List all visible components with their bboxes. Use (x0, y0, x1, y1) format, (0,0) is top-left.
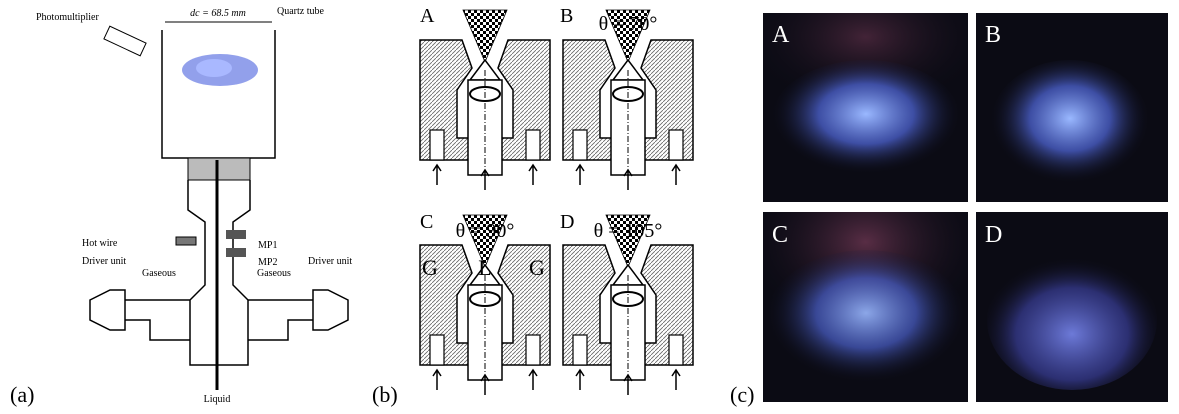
panel-label: (b) (372, 382, 398, 407)
injector-letter: B (560, 5, 573, 27)
mp2-sensor (226, 248, 246, 257)
driver-unit-left (90, 290, 125, 330)
injector-letter: A (420, 5, 435, 27)
label: Gaseous (257, 268, 291, 279)
injector-a (420, 10, 550, 190)
photo-letter: B (985, 22, 1001, 48)
panel-c: A B C D (c) (730, 13, 1168, 407)
driver-unit-right (313, 290, 348, 330)
angle-label: θ = 105° (594, 220, 663, 242)
figure: Photomultiplier Quartz tube dc = 68.5 mm… (0, 0, 1179, 414)
plenum-top (188, 158, 250, 180)
injector-letter: D (560, 211, 574, 233)
flame (987, 250, 1157, 390)
photo-letter: D (985, 222, 1002, 248)
label: Driver unit (82, 256, 126, 267)
photo-letter: C (772, 222, 788, 248)
panel-a: Photomultiplier Quartz tube dc = 68.5 mm… (10, 6, 352, 407)
flow-label: L (478, 255, 491, 280)
flame-core (196, 59, 232, 77)
label: MP2 (258, 257, 277, 268)
flame (990, 60, 1150, 190)
angle-label: θ = 90° (456, 220, 515, 242)
injector-d (563, 215, 693, 395)
label: dc = 68.5 mm (190, 8, 246, 19)
panel-b: A B C D θ = 70° θ = 90° θ = 105° G L G (… (372, 5, 693, 407)
label: Liquid (204, 394, 231, 405)
photomultiplier (104, 26, 146, 56)
label: Quartz tube (277, 6, 324, 17)
flame (766, 250, 966, 390)
hot-wire (176, 237, 196, 245)
label: Hot wire (82, 238, 118, 249)
panel-label: (c) (730, 382, 754, 407)
flow-label: G (422, 255, 438, 280)
angle-label: θ = 70° (599, 13, 658, 35)
label: Driver unit (308, 256, 352, 267)
injector-letter: C (420, 211, 433, 233)
quartz-tube (162, 30, 275, 158)
injector-c (420, 215, 550, 395)
panel-label: (a) (10, 382, 34, 407)
label: MP1 (258, 240, 277, 251)
flame (771, 60, 961, 180)
label: Gaseous (142, 268, 176, 279)
label: Photomultiplier (36, 12, 99, 23)
flow-label: G (529, 255, 545, 280)
photo-letter: A (772, 22, 790, 48)
mp1-sensor (226, 230, 246, 239)
injector-b (563, 10, 693, 190)
